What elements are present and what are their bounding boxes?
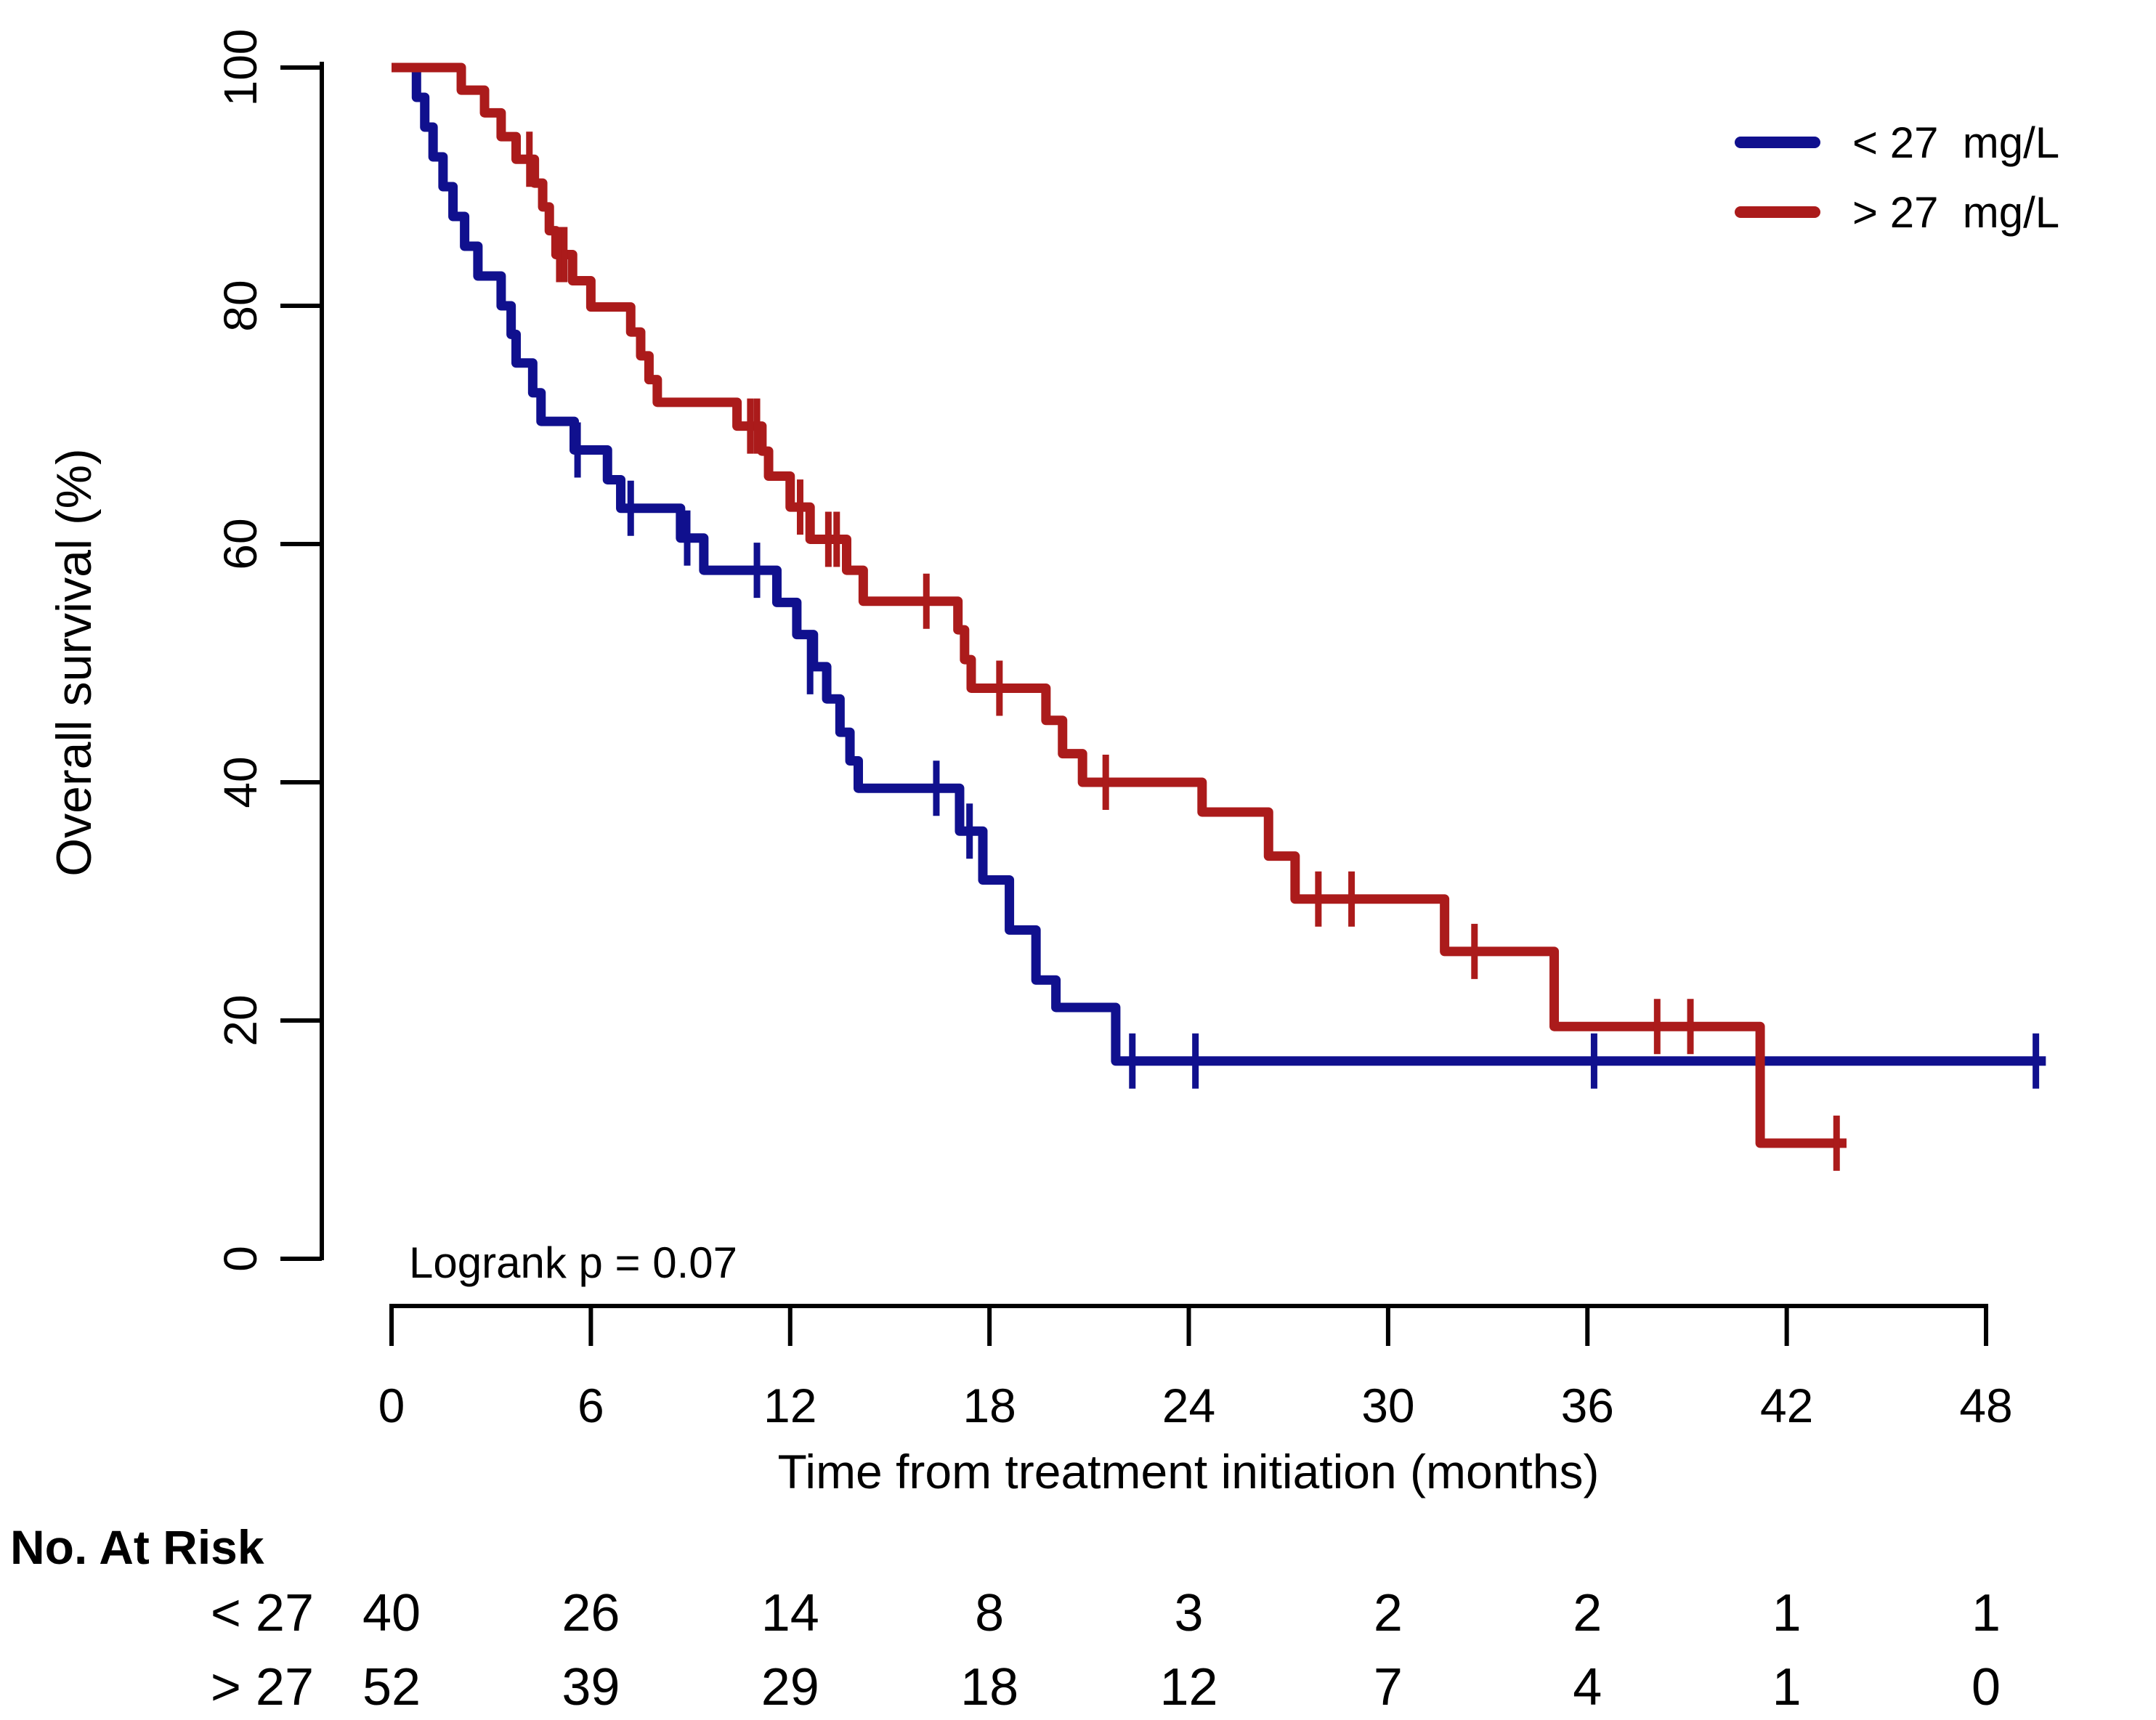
risk-count: 3 xyxy=(1174,1584,1204,1642)
risk-count: 26 xyxy=(562,1584,620,1642)
x-tick-label: 0 xyxy=(378,1379,405,1432)
y-tick-label: 20 xyxy=(214,994,267,1046)
risk-count: 1 xyxy=(1772,1584,1802,1642)
y-tick-label: 40 xyxy=(214,756,267,808)
x-tick-label: 48 xyxy=(1959,1379,2012,1432)
x-tick-label: 42 xyxy=(1760,1379,1813,1432)
x-axis-label: Time from treatment initiation (months) xyxy=(777,1445,1600,1498)
km-curve xyxy=(392,62,2046,1066)
risk-count: 2 xyxy=(1373,1584,1403,1642)
x-tick-label: 6 xyxy=(578,1379,604,1432)
legend-label-lt27: < 27 mg/L xyxy=(1852,118,2060,167)
risk-table-title: No. At Risk xyxy=(10,1520,264,1574)
y-axis-label: Overall survival (%) xyxy=(46,448,102,877)
legend-label-gt27: > 27 mg/L xyxy=(1852,187,2060,237)
y-tick-label: 60 xyxy=(214,518,267,569)
risk-row-label-lt27: < 27 xyxy=(210,1584,314,1642)
legend-item-gt27: > 27 mg/L xyxy=(1735,187,2060,237)
risk-count: 52 xyxy=(362,1658,421,1716)
y-tick-label: 80 xyxy=(214,280,267,331)
risk-count: 14 xyxy=(761,1584,819,1642)
x-tick-label: 24 xyxy=(1162,1379,1215,1432)
x-tick-label: 30 xyxy=(1361,1379,1414,1432)
x-tick-label: 12 xyxy=(763,1379,816,1432)
risk-count: 4 xyxy=(1573,1658,1602,1716)
risk-count: 8 xyxy=(975,1584,1005,1642)
risk-count: 1 xyxy=(1772,1658,1802,1716)
legend-swatch-red xyxy=(1735,206,1820,218)
risk-count: 29 xyxy=(761,1658,819,1716)
risk-count: 7 xyxy=(1373,1658,1403,1716)
y-tick-label: 100 xyxy=(214,29,267,107)
legend-item-lt27: < 27 mg/L xyxy=(1735,118,2060,167)
risk-count: 2 xyxy=(1573,1584,1602,1642)
risk-row-label-gt27: > 27 xyxy=(210,1658,314,1716)
legend-swatch-blue xyxy=(1735,137,1820,148)
risk-count: 39 xyxy=(562,1658,620,1716)
risk-count: 0 xyxy=(1971,1658,2001,1716)
y-tick-label: 0 xyxy=(214,1246,267,1272)
x-tick-label: 36 xyxy=(1561,1379,1614,1432)
risk-count: 40 xyxy=(362,1584,421,1642)
logrank-annotation: Logrank p = 0.07 xyxy=(409,1238,738,1287)
legend: < 27 mg/L > 27 mg/L xyxy=(1735,118,2060,259)
x-tick-label: 18 xyxy=(962,1379,1016,1432)
km-curve xyxy=(392,62,1847,1148)
risk-count: 1 xyxy=(1971,1584,2001,1642)
risk-count: 18 xyxy=(960,1658,1019,1716)
risk-count: 12 xyxy=(1159,1658,1218,1716)
